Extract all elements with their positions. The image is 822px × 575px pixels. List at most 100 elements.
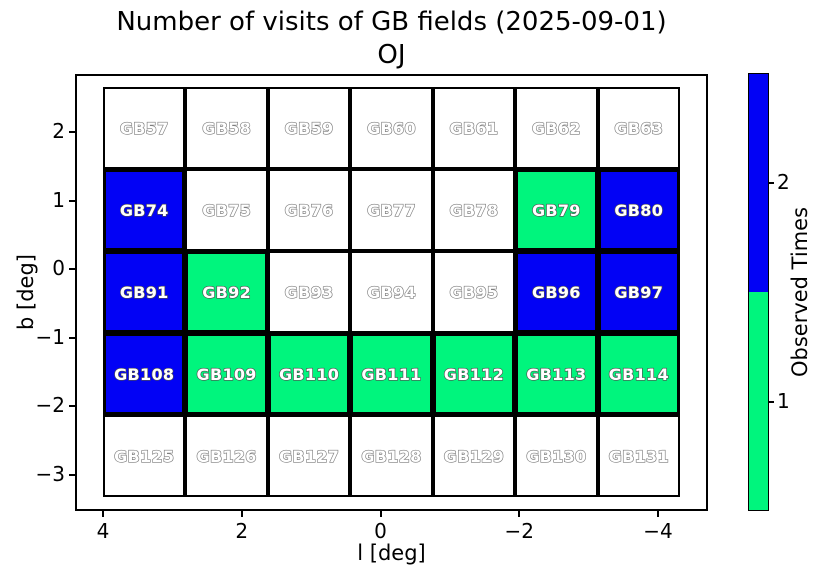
- field-label: GB95: [449, 282, 499, 302]
- field-cell-GB76: GB76: [267, 169, 351, 251]
- field-cell-GB94: GB94: [350, 251, 433, 333]
- field-label: GB111: [361, 364, 422, 384]
- field-cell-GB125: GB125: [103, 415, 186, 497]
- y-axis-label: b [deg]: [14, 254, 38, 330]
- x-tick-mark: [518, 511, 521, 517]
- field-label: GB112: [443, 364, 505, 384]
- field-label: GB75: [202, 200, 252, 220]
- field-label: GB76: [284, 200, 334, 220]
- colorbar-tick-mark: [769, 181, 774, 184]
- field-label: GB110: [278, 364, 340, 384]
- field-cell-GB79: GB79: [515, 169, 598, 251]
- field-cell-GB80: GB80: [597, 169, 680, 251]
- field-cell-GB129: GB129: [432, 415, 516, 497]
- field-cell-GB78: GB78: [432, 169, 516, 251]
- field-cell-GB62: GB62: [515, 87, 598, 169]
- field-cell-GB61: GB61: [432, 87, 516, 169]
- y-tick-label: −1: [35, 324, 65, 349]
- field-label: GB113: [526, 364, 587, 384]
- field-cell-GB110: GB110: [267, 333, 351, 415]
- y-tick-mark: [69, 199, 75, 202]
- field-cell-GB59: GB59: [267, 87, 351, 169]
- field-cell-GB109: GB109: [185, 333, 268, 415]
- x-axis-label: l [deg]: [357, 541, 426, 565]
- x-tick-mark: [102, 511, 104, 517]
- field-cell-GB113: GB113: [515, 333, 598, 415]
- field-cell-GB108: GB108: [103, 333, 186, 415]
- field-label: GB93: [284, 282, 334, 302]
- colorbar-segment-2: [749, 74, 768, 292]
- field-label: GB108: [113, 364, 175, 384]
- field-label: GB58: [202, 118, 252, 138]
- field-label: GB60: [366, 118, 416, 138]
- field-cell-GB128: GB128: [350, 415, 433, 497]
- field-label: GB94: [366, 282, 416, 302]
- field-cell-GB130: GB130: [515, 415, 598, 497]
- field-label: GB114: [608, 364, 669, 384]
- field-cell-GB57: GB57: [103, 87, 186, 169]
- field-cell-GB93: GB93: [267, 251, 351, 333]
- x-tick-label: 0: [374, 519, 387, 543]
- chart-subtitle: OJ: [377, 40, 406, 70]
- y-tick-mark: [69, 405, 75, 408]
- y-tick-mark: [69, 131, 75, 133]
- field-label: GB97: [614, 282, 664, 302]
- field-cell-GB126: GB126: [185, 415, 268, 497]
- y-tick-mark: [69, 268, 75, 271]
- field-label: GB125: [113, 446, 175, 466]
- colorbar-tick-label: 1: [777, 388, 790, 413]
- field-label: GB61: [449, 118, 499, 138]
- y-tick-label: −2: [35, 393, 65, 418]
- y-tick-label: 1: [52, 187, 65, 212]
- field-label: GB109: [196, 364, 257, 384]
- y-tick-mark: [69, 474, 75, 476]
- field-cell-GB114: GB114: [597, 333, 680, 415]
- field-cell-GB96: GB96: [515, 251, 598, 333]
- colorbar-tick-mark: [769, 400, 774, 403]
- field-label: GB63: [614, 118, 664, 138]
- x-tick-label: −4: [643, 519, 673, 543]
- colorbar-segment-1: [749, 292, 768, 510]
- field-cell-GB77: GB77: [350, 169, 433, 251]
- field-cell-GB92: GB92: [185, 251, 268, 333]
- field-label: GB128: [361, 446, 422, 466]
- field-label: GB80: [614, 200, 664, 220]
- chart-title: Number of visits of GB fields (2025-09-0…: [116, 7, 667, 37]
- field-cell-GB63: GB63: [597, 87, 680, 169]
- x-tick-label: 4: [96, 519, 110, 543]
- y-tick-label: 0: [52, 256, 65, 281]
- field-label: GB79: [531, 200, 581, 220]
- y-tick-mark: [69, 336, 75, 339]
- x-tick-mark: [657, 511, 659, 517]
- colorbar: [748, 73, 769, 511]
- field-label: GB129: [443, 446, 505, 466]
- field-cell-GB91: GB91: [103, 251, 186, 333]
- field-label: GB96: [531, 282, 581, 302]
- field-cell-GB112: GB112: [432, 333, 516, 415]
- field-label: GB127: [278, 446, 340, 466]
- y-tick-label: 2: [52, 119, 65, 143]
- field-cell-GB60: GB60: [350, 87, 433, 169]
- field-cell-GB74: GB74: [103, 169, 186, 251]
- y-tick-label: −3: [35, 462, 65, 486]
- colorbar-tick-label: 2: [777, 169, 790, 194]
- x-tick-mark: [379, 511, 382, 517]
- colorbar-label: Observed Times: [788, 206, 812, 378]
- field-cell-GB111: GB111: [350, 333, 433, 415]
- field-label: GB57: [119, 118, 169, 138]
- x-tick-mark: [240, 511, 243, 517]
- field-cell-GB127: GB127: [267, 415, 351, 497]
- field-cell-GB95: GB95: [432, 251, 516, 333]
- field-label: GB77: [366, 200, 416, 220]
- x-tick-label: 2: [235, 519, 249, 543]
- field-cell-GB58: GB58: [185, 87, 268, 169]
- field-label: GB62: [531, 118, 581, 138]
- field-label: GB131: [608, 446, 669, 466]
- field-label: GB91: [119, 282, 169, 302]
- x-tick-label: −2: [504, 519, 534, 543]
- field-cell-GB75: GB75: [185, 169, 268, 251]
- field-label: GB78: [449, 200, 499, 220]
- field-label: GB74: [119, 200, 169, 220]
- field-label: GB126: [196, 446, 257, 466]
